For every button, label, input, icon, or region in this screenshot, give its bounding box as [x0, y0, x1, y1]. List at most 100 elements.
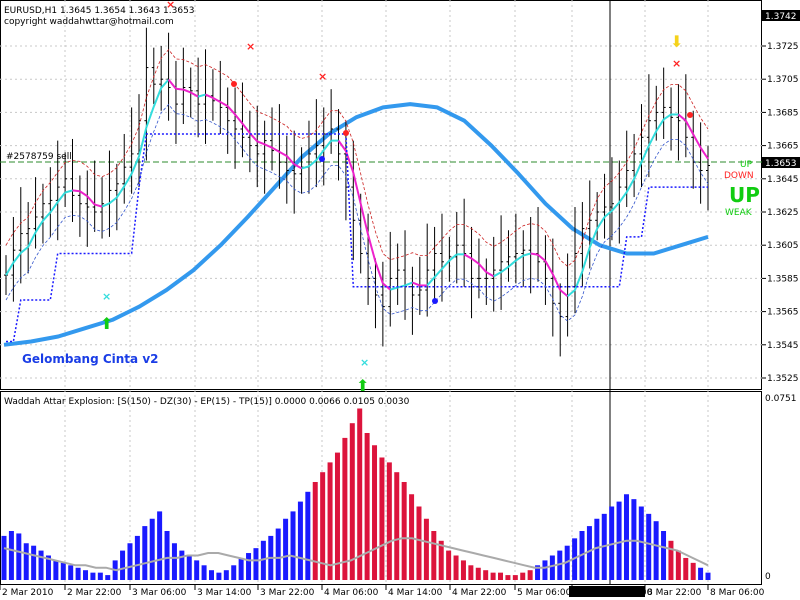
histogram-bar	[475, 567, 481, 580]
red-dotted-line	[5, 49, 709, 267]
histogram-bar	[305, 491, 311, 580]
histogram-bar	[275, 528, 281, 580]
histogram-bar	[68, 565, 74, 580]
fast-line-segment	[86, 195, 96, 206]
fast-line-segment	[640, 145, 650, 163]
histogram-bar	[260, 540, 266, 580]
fast-line-segment	[566, 289, 576, 298]
top-price-text: 1.3742	[765, 12, 797, 22]
fast-line-segment	[271, 146, 280, 153]
histogram-bar	[349, 423, 355, 580]
histogram-bar	[520, 572, 526, 580]
histogram-bar	[661, 530, 667, 580]
symbol-info: EURUSD,H1 1.3645 1.3654 1.3643 1.3653	[4, 6, 195, 16]
fast-line-segment	[692, 133, 702, 149]
histogram-bar	[460, 560, 466, 580]
fast-line-segment	[647, 130, 658, 147]
histogram-bar	[653, 521, 659, 580]
axis-label: 1.3545	[767, 341, 799, 351]
fast-line-segment	[101, 202, 110, 208]
fast-line-segment	[544, 260, 554, 275]
signal-dot	[432, 298, 438, 304]
histogram-bar	[594, 518, 600, 580]
fast-line-segment	[190, 91, 199, 98]
fast-line-segment	[308, 159, 318, 168]
buy-arrow-icon: ⬆	[356, 376, 369, 395]
fast-line-segment	[618, 191, 628, 204]
fast-line-segment	[293, 163, 303, 170]
histogram-bar	[320, 472, 326, 580]
histogram-bar	[60, 562, 66, 580]
histogram-bar	[364, 432, 370, 580]
fast-line-segment	[389, 286, 398, 291]
histogram-bar	[201, 565, 207, 580]
fast-line-segment	[493, 271, 502, 278]
signal-up-big: UP	[729, 183, 760, 207]
histogram-bar	[327, 462, 333, 580]
sub-pane-frame	[0, 391, 762, 585]
histogram-bar	[535, 565, 541, 580]
signal-marker-icon: ×	[360, 356, 369, 369]
sub-axis-min: 0	[765, 572, 771, 582]
histogram-bar	[142, 526, 148, 580]
histogram-bar	[8, 530, 14, 580]
histogram-bar	[668, 540, 674, 580]
blue-dotted-line	[5, 103, 709, 322]
histogram-bar	[468, 565, 474, 580]
fast-line-segment	[322, 140, 332, 151]
histogram-bar	[105, 575, 111, 580]
time-axis: 2 Mar 2010 2 Mar 22:00 3 Mar 06:00 3 Mar 14…	[0, 585, 765, 598]
axis-label: 1.3565	[767, 308, 799, 318]
fast-line-segment	[625, 178, 635, 193]
histogram-bar	[498, 572, 504, 580]
histogram-bar	[223, 570, 229, 580]
main-pane-frame	[0, 0, 762, 390]
histogram-bar	[231, 565, 237, 580]
copyright-text: copyright waddahwttar@hotmail.com	[4, 17, 174, 27]
fast-line-segment	[603, 209, 613, 218]
histogram-bar	[149, 518, 155, 580]
histogram-bar	[171, 543, 177, 580]
histogram-bar	[409, 494, 415, 580]
fast-line-segment	[12, 252, 22, 264]
histogram-bar	[23, 543, 29, 580]
histogram-bar	[290, 511, 296, 580]
fast-line-segment	[537, 253, 547, 262]
axis-label: 1.3705	[767, 75, 799, 85]
fast-line-segment	[197, 93, 206, 98]
fast-line-segment	[226, 105, 236, 116]
explosion-line	[3, 537, 709, 572]
axis-label: 2010.03.07 18:00	[572, 588, 653, 598]
fast-line-segment	[20, 246, 29, 254]
sell-arrow-icon: ⬇	[670, 32, 683, 51]
signal-up-small: UP	[740, 160, 753, 170]
fast-line-segment	[49, 201, 59, 213]
histogram-bar	[438, 540, 444, 580]
histogram-bar	[423, 518, 429, 580]
fast-line-segment	[301, 165, 310, 170]
histogram-bar	[179, 550, 185, 580]
fast-line-segment	[633, 161, 643, 180]
histogram-bar	[97, 572, 103, 580]
histogram-bar	[334, 452, 340, 580]
histogram-bar	[120, 550, 126, 580]
fast-line-segment	[286, 155, 295, 165]
axis-label: 4 Mar 22:00	[452, 588, 507, 598]
sub-axis-max: 0.0751	[765, 394, 797, 404]
indicator-name: Gelombang Cinta v2	[22, 352, 159, 366]
fast-line-segment	[655, 118, 665, 132]
histogram-bar	[1, 535, 7, 580]
histogram-bar	[638, 506, 644, 580]
histogram-bar	[490, 572, 496, 580]
top-price-box	[762, 10, 800, 21]
axis-label: 1.3525	[767, 374, 799, 384]
current-price-text: 1.3653	[765, 159, 797, 169]
histogram-bar	[90, 572, 96, 580]
fast-line-segment	[352, 172, 362, 204]
fast-line-segment	[374, 261, 384, 284]
signal-marker-icon: ×	[672, 57, 681, 70]
histogram-bar	[505, 575, 511, 580]
histogram-bar	[675, 550, 681, 580]
indicator-overlays: × × × × × ×	[5, 0, 709, 369]
buy-arrow-icon: ⬆	[100, 314, 113, 333]
